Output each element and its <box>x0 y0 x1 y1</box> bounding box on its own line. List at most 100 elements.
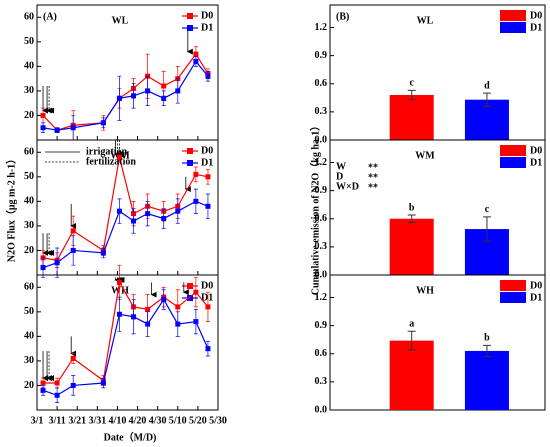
legend-marker <box>187 148 193 154</box>
x-tick-label: 3/31 <box>88 415 106 426</box>
point <box>193 58 199 64</box>
bar <box>389 218 434 275</box>
legend-swatch <box>500 10 526 21</box>
legend-swatch <box>500 145 526 156</box>
point <box>116 154 122 160</box>
y-tick-label: 0.6 <box>315 78 328 89</box>
panel-title: WL <box>417 15 434 26</box>
point <box>161 216 167 222</box>
y-tick-label: 20 <box>24 380 34 391</box>
panel-label: (A) <box>43 11 57 22</box>
point <box>145 211 151 217</box>
y-tick-label: 0.9 <box>315 50 328 61</box>
y-tick-label: 50 <box>24 36 34 47</box>
legend-label: D1 <box>530 22 542 33</box>
y-tick-label: 20 <box>24 245 34 256</box>
point <box>161 95 167 101</box>
y-tick-label: 60 <box>24 12 34 23</box>
legend-swatch <box>500 157 526 168</box>
factor-stars: ** <box>368 182 378 193</box>
legend-label: D0 <box>530 145 542 156</box>
y-tick-label: 0.3 <box>315 376 328 387</box>
legend-label: D1 <box>201 292 213 303</box>
y-tick-label: 30 <box>24 85 34 96</box>
x-tick-label: 4/10 <box>109 415 127 426</box>
legend-marker <box>187 25 193 31</box>
point <box>54 260 60 266</box>
series-line <box>42 200 209 269</box>
error-bar <box>407 89 416 101</box>
series-line <box>42 298 209 396</box>
legend-marker <box>187 283 193 289</box>
legend-label: D1 <box>201 157 213 168</box>
point <box>131 314 137 320</box>
x-axis-label: Date（M/D) <box>104 430 157 443</box>
y-tick-label: 50 <box>24 171 34 182</box>
point <box>70 228 76 234</box>
x-tick-label: 4/20 <box>129 415 147 426</box>
y-tick-label: 1.2 <box>315 292 328 303</box>
bar <box>464 350 509 410</box>
point <box>175 304 181 310</box>
series-line <box>42 53 209 131</box>
y-tick-label: 50 <box>24 306 34 317</box>
x-tick-label: 3/21 <box>68 415 86 426</box>
y-tick-label: 60 <box>24 147 34 158</box>
y-tick-label: 30 <box>24 220 34 231</box>
point <box>116 208 122 214</box>
legend-swatch <box>500 22 526 33</box>
panel-title: WM <box>415 150 435 161</box>
point <box>145 88 151 94</box>
legend-label: D0 <box>201 10 213 21</box>
legend-label: D1 <box>201 22 213 33</box>
legend-swatch <box>500 280 526 291</box>
point <box>131 218 137 224</box>
y-tick-label: 1.2 <box>315 157 328 168</box>
panel-title: WH <box>111 285 129 296</box>
plot-frame <box>36 274 219 411</box>
legend-label: D0 <box>201 280 213 291</box>
point <box>116 95 122 101</box>
point <box>205 304 211 310</box>
point <box>205 73 211 79</box>
plot-frame <box>329 274 546 411</box>
significance-letter: c <box>409 78 414 89</box>
significance-letter: c <box>485 204 490 215</box>
factor-label: W×D <box>336 181 359 192</box>
point <box>116 311 122 317</box>
x-tick-label: 5/20 <box>189 415 207 426</box>
y-tick-label: 1.2 <box>315 22 328 33</box>
point <box>193 289 199 295</box>
point <box>145 306 151 312</box>
point <box>54 127 60 133</box>
factor-stars: ** <box>368 162 378 173</box>
point <box>205 203 211 209</box>
y-tick-label: 0.9 <box>315 320 328 331</box>
factor-label: D <box>336 171 343 182</box>
factor-label: W <box>336 161 346 172</box>
point <box>100 250 106 256</box>
y-axis-label: Cumulative emission of N2O（kg ha-1） <box>308 121 321 295</box>
point <box>193 51 199 57</box>
point <box>54 380 60 386</box>
point <box>161 297 167 303</box>
error-bar <box>482 344 491 358</box>
point <box>40 265 46 271</box>
point <box>40 380 46 386</box>
point <box>40 387 46 393</box>
error-bar <box>407 214 416 223</box>
legend-label: D1 <box>530 157 542 168</box>
point <box>175 208 181 214</box>
bar <box>389 340 434 410</box>
error-bar <box>482 216 491 242</box>
x-tick-label: 4/30 <box>149 415 167 426</box>
point <box>193 198 199 204</box>
panel-label: (B) <box>336 11 349 22</box>
point <box>193 319 199 325</box>
legend-swatch <box>500 292 526 303</box>
y-axis-label: N2O Flux（μg m-2 h-1） <box>4 154 17 262</box>
x-tick-label: 3/1 <box>31 415 44 426</box>
legend-label: D0 <box>530 280 542 291</box>
y-tick-label: 20 <box>24 110 34 121</box>
y-tick-label: 40 <box>24 61 34 72</box>
